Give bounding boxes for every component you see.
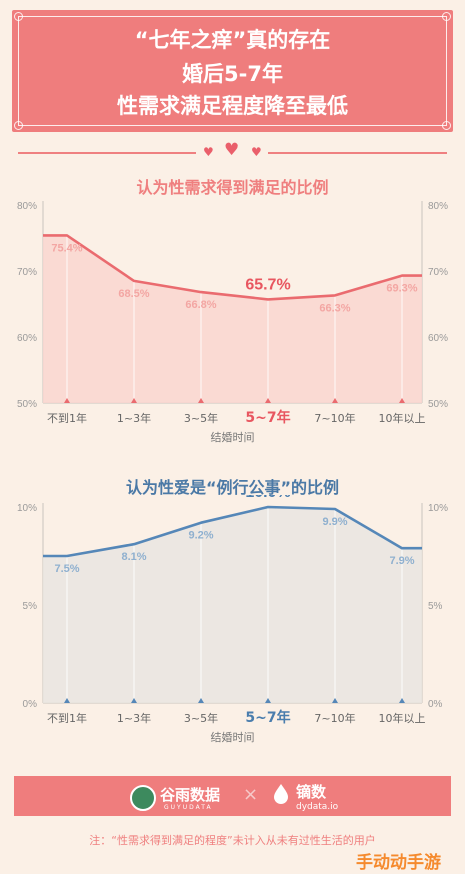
y-tick-label-left: 80% [17,201,37,212]
y-tick-label-right: 5% [428,601,443,612]
y-tick-label-right: 50% [428,399,448,410]
header-frame [18,16,447,126]
header-banner: “七年之痒”真的存在 婚后5-7年 性需求满足程度降至最低 [12,10,453,132]
baseline-marker [399,398,405,403]
data-label: 7.5% [54,563,79,575]
corner-ornament-icon [442,12,451,21]
baseline-marker [265,698,271,703]
divider-rule [268,152,447,154]
dydata-logo-text: 镝数 [296,783,327,801]
heart-icon: ♥ [251,145,262,159]
baseline-marker [64,698,70,703]
y-tick-label-left: 50% [17,399,37,410]
baseline-marker [131,398,137,403]
hearts-divider: ♥ ♥ ♥ [0,140,465,160]
y-tick-label-right: 0% [428,699,443,710]
x-tick-label: 7~10年 [314,411,355,425]
baseline-marker [64,398,70,403]
baseline-marker [332,698,338,703]
data-label: 65.7% [245,276,290,293]
y-tick-label-left: 5% [23,601,38,612]
corner-ornament-icon [14,12,23,21]
x-tick-label: 不到1年 [47,411,87,425]
data-label: 68.5% [118,288,149,300]
guyu-logo-icon [130,785,156,811]
chart2-svg: 0% 0% 5% 5% 10% 10% 7.5% 8.1% 9.2% 10.0% 9.9% 7.9% 不… [17,495,448,744]
data-label: 9.2% [188,530,213,542]
x-tick-label: 不到1年 [47,711,87,725]
x-tick-label: 10年以上 [379,711,426,725]
watermark: 手动动手游 [356,853,441,873]
y-tick-label-left: 60% [17,333,37,344]
chart1-svg: 50% 50% 60% 60% 70% 70% 80% 80% 75.4% 68.5% 66.8% 6… [17,201,448,444]
x-tick-label: 1~3年 [117,411,151,425]
headline-line-1: “七年之痒”真的存在 [134,28,331,52]
x-axis-title: 结婚时间 [211,430,255,444]
y-tick-label-right: 80% [428,201,448,212]
baseline-marker [399,698,405,703]
x-tick-label: 5~7年 [245,709,290,726]
x-axis-title: 结婚时间 [211,730,255,744]
data-label: 8.1% [121,551,146,563]
chart2-title: 认为性爱是“例行公事”的比例 [125,478,340,497]
headline-line-2: 婚后5-7年 [182,62,283,86]
data-label: 66.8% [185,299,216,311]
separator-mark: × [243,784,259,805]
dydata-drop-icon [274,784,288,804]
x-tick-label: 1~3年 [117,711,151,725]
x-tick-label: 5~7年 [245,409,290,426]
data-label: 69.3% [386,283,417,295]
corner-ornament-icon [14,121,23,130]
series-line [43,234,422,301]
data-label: 9.9% [322,516,347,528]
data-label: 66.3% [319,302,350,314]
y-tick-label-left: 0% [23,699,38,710]
x-tick-label: 3~5年 [184,411,218,425]
y-tick-label-right: 70% [428,267,448,278]
baseline-marker [332,398,338,403]
headline-line-3: 性需求满足程度降至最低 [117,94,348,118]
y-tick-label-right: 60% [428,333,448,344]
data-label: 75.4% [51,242,82,254]
x-tick-label: 7~10年 [314,711,355,725]
x-tick-label: 10年以上 [379,411,426,425]
baseline-marker [265,398,271,403]
divider-rule [18,152,196,154]
data-label: 10.0% [245,495,290,501]
footnote: 注：“性需求得到满足的程度”未计入从未有过性生活的用户 [89,834,376,847]
chart1-title: 认为性需求得到满足的比例 [136,178,329,197]
y-tick-label-right: 10% [428,503,448,514]
heart-icon: ♥ [224,140,240,160]
baseline-marker [198,698,204,703]
area-fill [43,507,422,703]
dydata-logo-sub: dydata.io [296,802,339,812]
guyu-logo-text: 谷雨数据 [160,786,221,804]
guyu-logo-sub: GUYUDATA [164,804,213,811]
corner-ornament-icon [442,121,451,130]
y-tick-label-left: 10% [17,503,37,514]
baseline-marker [131,698,137,703]
data-label: 7.9% [389,555,414,567]
series-line [43,505,422,558]
y-tick-label-left: 70% [17,267,37,278]
x-tick-label: 3~5年 [184,711,218,725]
area-fill [43,235,422,403]
footer-logo-bar [14,776,451,816]
heart-icon: ♥ [203,145,214,159]
baseline-marker [198,398,204,403]
